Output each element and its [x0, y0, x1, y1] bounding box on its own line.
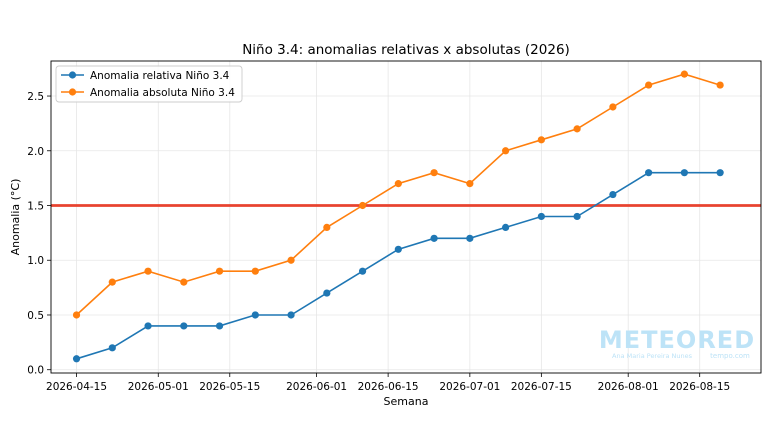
- meteored-watermark: METEORED Ana Maria Pereira Nunes tempo.c…: [599, 326, 755, 360]
- y-axis-label: Anomalia (°C): [9, 179, 22, 256]
- series-2-point: [287, 256, 295, 264]
- x-tick-label: 2026-06-01: [286, 381, 347, 393]
- legend-marker: [68, 88, 77, 96]
- series-2-point: [573, 125, 581, 133]
- x-axis-label: Semana: [384, 395, 429, 408]
- series-2-point: [394, 180, 402, 188]
- x-tick-label: 2026-07-15: [511, 381, 572, 393]
- x-tick-label: 2026-05-01: [128, 381, 189, 393]
- watermark-author: Ana Maria Pereira Nunes: [612, 352, 693, 360]
- y-tick-label: 0.0: [27, 365, 44, 377]
- series-1-point: [502, 223, 510, 231]
- series-1-point: [609, 190, 617, 199]
- series-1-point: [394, 245, 402, 253]
- legend-marker: [68, 71, 77, 79]
- series-1-point: [680, 169, 688, 177]
- series-2-point: [323, 223, 331, 231]
- series-1-point: [645, 169, 653, 177]
- x-tick-label: 2026-04-15: [46, 381, 107, 393]
- series-2-point: [358, 201, 367, 210]
- series-1-point: [144, 322, 152, 330]
- series-1-point: [430, 234, 438, 242]
- series-1-point: [215, 322, 224, 330]
- series-2-point: [251, 267, 259, 275]
- watermark-brand: METEORED: [599, 326, 755, 354]
- series-1-point: [72, 355, 81, 363]
- y-axis-ticks: 0.0 0.5 1.0 1.5 2.0 2.5: [27, 91, 51, 377]
- y-tick-label: 2.5: [27, 91, 44, 103]
- legend-box: [55, 65, 243, 103]
- y-tick-label: 0.5: [27, 310, 44, 322]
- y-tick-label: 1.5: [27, 201, 44, 213]
- series-2-point: [502, 147, 510, 155]
- series-1-point: [573, 212, 581, 221]
- series-2-point: [430, 169, 438, 177]
- series-1-point: [358, 267, 367, 275]
- series-1-point: [180, 322, 188, 330]
- y-tick-label: 1.0: [27, 255, 44, 267]
- series-group: [72, 70, 724, 363]
- series-2-point: [609, 103, 617, 111]
- chart-title: Niño 3.4: anomalias relativas x absoluta…: [242, 42, 570, 58]
- series-2-point: [716, 81, 724, 89]
- series-2-point: [466, 180, 474, 188]
- series-2-point: [180, 278, 188, 286]
- x-tick-label: 2026-05-15: [199, 381, 260, 393]
- series-2-point: [144, 267, 152, 275]
- x-tick-label: 2026-08-15: [669, 381, 730, 393]
- legend-label: Anomalia absoluta Niño 3.4: [90, 87, 235, 99]
- series-line-2: [75, 73, 721, 316]
- series-2-point: [215, 267, 224, 275]
- legend-label: Anomalia relativa Niño 3.4: [90, 70, 230, 82]
- series-1-point: [287, 311, 295, 319]
- series-2-point: [537, 136, 545, 144]
- y-tick-label: 2.0: [27, 146, 44, 158]
- watermark-site: tempo.com: [710, 352, 750, 360]
- x-tick-label: 2026-06-15: [358, 381, 419, 393]
- plot-frame: [50, 60, 762, 374]
- series-2-point: [680, 70, 688, 78]
- series-1-point: [716, 169, 724, 177]
- series-2-point: [108, 278, 116, 286]
- series-1-point: [537, 212, 545, 221]
- series-2-point: [645, 81, 653, 89]
- series-1-point: [251, 311, 259, 319]
- x-tick-label: 2026-08-01: [598, 381, 659, 393]
- series-1-point: [466, 234, 474, 242]
- x-axis-ticks: 2026-04-15 2026-05-01 2026-05-15 2026-06-01…: [46, 373, 730, 393]
- series-1-point: [323, 289, 331, 297]
- legend: Anomalia relativa Niño 3.4 Anomalia absol…: [55, 65, 243, 103]
- series-1-point: [108, 344, 116, 352]
- series-2-point: [72, 311, 81, 319]
- x-tick-label: 2026-07-01: [439, 381, 500, 393]
